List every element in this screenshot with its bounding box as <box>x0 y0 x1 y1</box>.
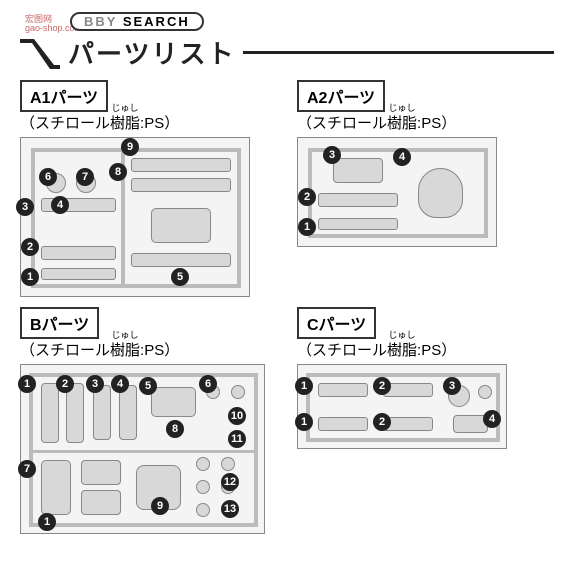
callout: 4 <box>393 148 411 166</box>
title-underline <box>243 51 554 54</box>
sprue-a1: 1 2 3 4 5 6 7 8 9 <box>20 137 250 297</box>
callout: 12 <box>221 473 239 491</box>
section-a2: A2パーツ （スチロール樹脂じゅし:PS） 1 2 3 4 <box>297 80 554 297</box>
callout: 10 <box>228 407 246 425</box>
callout: 1 <box>38 513 56 531</box>
callout: 3 <box>443 377 461 395</box>
callout: 2 <box>298 188 316 206</box>
callout: 3 <box>323 146 341 164</box>
callout: 1 <box>21 268 39 286</box>
callout: 8 <box>166 420 184 438</box>
label-a2: A2パーツ <box>297 80 385 112</box>
section-a1: A1パーツ （スチロール樹脂じゅし:PS） 1 2 3 4 5 6 7 <box>20 80 277 297</box>
page-header: 宏图网 gao-shop.com BBY SEARCH パーツリスト <box>20 10 554 70</box>
callout: 3 <box>86 375 104 393</box>
material-a1: （スチロール樹脂じゅし:PS） <box>20 112 277 133</box>
callout: 11 <box>228 430 246 448</box>
callout: 13 <box>221 500 239 518</box>
callout: 4 <box>51 196 69 214</box>
callout: 5 <box>139 377 157 395</box>
callout: 7 <box>76 168 94 186</box>
callout: 4 <box>111 375 129 393</box>
callout: 9 <box>121 138 139 156</box>
callout: 2 <box>373 377 391 395</box>
callout: 4 <box>483 410 501 428</box>
sprue-a2: 1 2 3 4 <box>297 137 497 247</box>
section-c: Cパーツ （スチロール樹脂じゅし:PS） 1 1 2 2 3 4 <box>297 307 554 534</box>
callout: 1 <box>295 377 313 395</box>
callout: 2 <box>56 375 74 393</box>
search-pill-dim: BBY <box>84 14 123 29</box>
label-c: Cパーツ <box>297 307 376 339</box>
callout: 1 <box>18 375 36 393</box>
callout: 6 <box>39 168 57 186</box>
callout: 6 <box>199 375 217 393</box>
callout: 3 <box>16 198 34 216</box>
search-pill-label: SEARCH <box>123 14 190 29</box>
section-b: Bパーツ （スチロール樹脂じゅし:PS） 1 <box>20 307 277 534</box>
callout: 2 <box>21 238 39 256</box>
callout: 2 <box>373 413 391 431</box>
callout: 7 <box>18 460 36 478</box>
material-a2: （スチロール樹脂じゅし:PS） <box>297 112 554 133</box>
material-c: （スチロール樹脂じゅし:PS） <box>297 339 554 360</box>
callout: 9 <box>151 497 169 515</box>
title-bar: パーツリスト <box>20 35 554 69</box>
label-b: Bパーツ <box>20 307 99 339</box>
label-a1: A1パーツ <box>20 80 108 112</box>
search-pill: BBY SEARCH <box>70 12 204 31</box>
title-deco-icon <box>20 35 60 69</box>
callout: 1 <box>295 413 313 431</box>
parts-grid: A1パーツ （スチロール樹脂じゅし:PS） 1 2 3 4 5 6 7 <box>20 80 554 534</box>
page-title: パーツリスト <box>68 34 235 71</box>
callout: 8 <box>109 163 127 181</box>
callout: 1 <box>298 218 316 236</box>
sprue-c: 1 1 2 2 3 4 <box>297 364 507 449</box>
callout: 5 <box>171 268 189 286</box>
material-b: （スチロール樹脂じゅし:PS） <box>20 339 277 360</box>
sprue-b: 1 2 3 4 5 6 7 8 9 10 11 12 13 1 <box>20 364 265 534</box>
